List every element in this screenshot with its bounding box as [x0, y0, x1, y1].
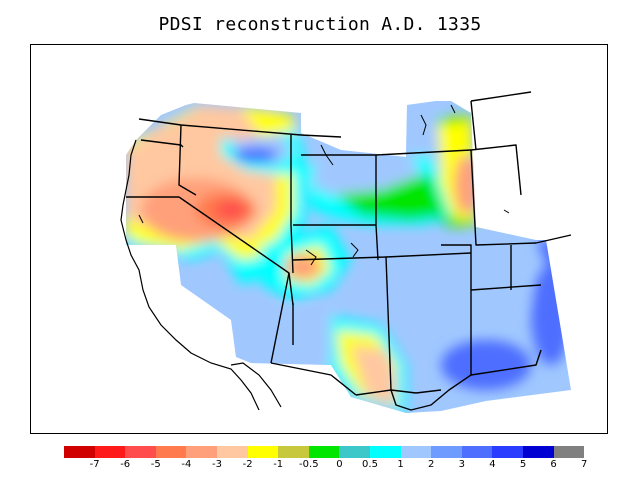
legend-label: 3 — [458, 459, 465, 470]
legend-swatch — [522, 446, 554, 458]
legend-swatch — [553, 446, 585, 458]
legend-label: 4 — [489, 459, 496, 470]
map-title: PDSI reconstruction A.D. 1335 — [158, 14, 482, 35]
legend-swatch — [400, 446, 432, 458]
legend-swatch — [64, 446, 95, 458]
legend-swatch — [186, 446, 217, 458]
legend-swatch — [492, 446, 523, 458]
legend-swatch — [155, 446, 187, 458]
color-legend — [64, 446, 585, 458]
legend-label: -1 — [273, 459, 284, 470]
legend-label: 6 — [550, 459, 557, 470]
coastline — [120, 139, 282, 411]
pdsi-map — [120, 91, 572, 413]
legend-swatch — [431, 446, 462, 458]
legend-label: 1 — [397, 459, 404, 470]
legend-swatch — [308, 446, 340, 458]
color-legend-labels: -7 -6 -5 -4 -3 -2 -1 -0.5 0 0.5 1 2 3 4 5 6 7 — [64, 459, 588, 473]
legend-label: -6 — [120, 459, 131, 470]
legend-swatch — [94, 446, 126, 458]
legend-label: 2 — [428, 459, 435, 470]
legend-swatch — [278, 446, 309, 458]
legend-swatch — [247, 446, 279, 458]
water-bodies — [138, 104, 510, 266]
legend-swatch — [339, 446, 370, 458]
legend-swatch — [369, 446, 401, 458]
legend-label: -5 — [150, 459, 161, 470]
legend-swatch — [216, 446, 248, 458]
legend-label: 0 — [336, 459, 343, 470]
political-borders — [126, 91, 572, 411]
legend-label: 5 — [519, 459, 527, 470]
legend-label: -0.5 — [299, 459, 319, 470]
pdsi-field — [126, 101, 571, 413]
legend-label: 0.5 — [362, 459, 378, 470]
legend-label: 7 — [581, 459, 588, 470]
legend-label: -2 — [242, 459, 253, 470]
legend-swatch — [125, 446, 156, 458]
legend-label: -7 — [89, 459, 100, 470]
map-frame — [30, 44, 608, 434]
legend-label: -4 — [181, 459, 192, 470]
legend-label: -3 — [212, 459, 222, 470]
legend-swatch — [461, 446, 493, 458]
